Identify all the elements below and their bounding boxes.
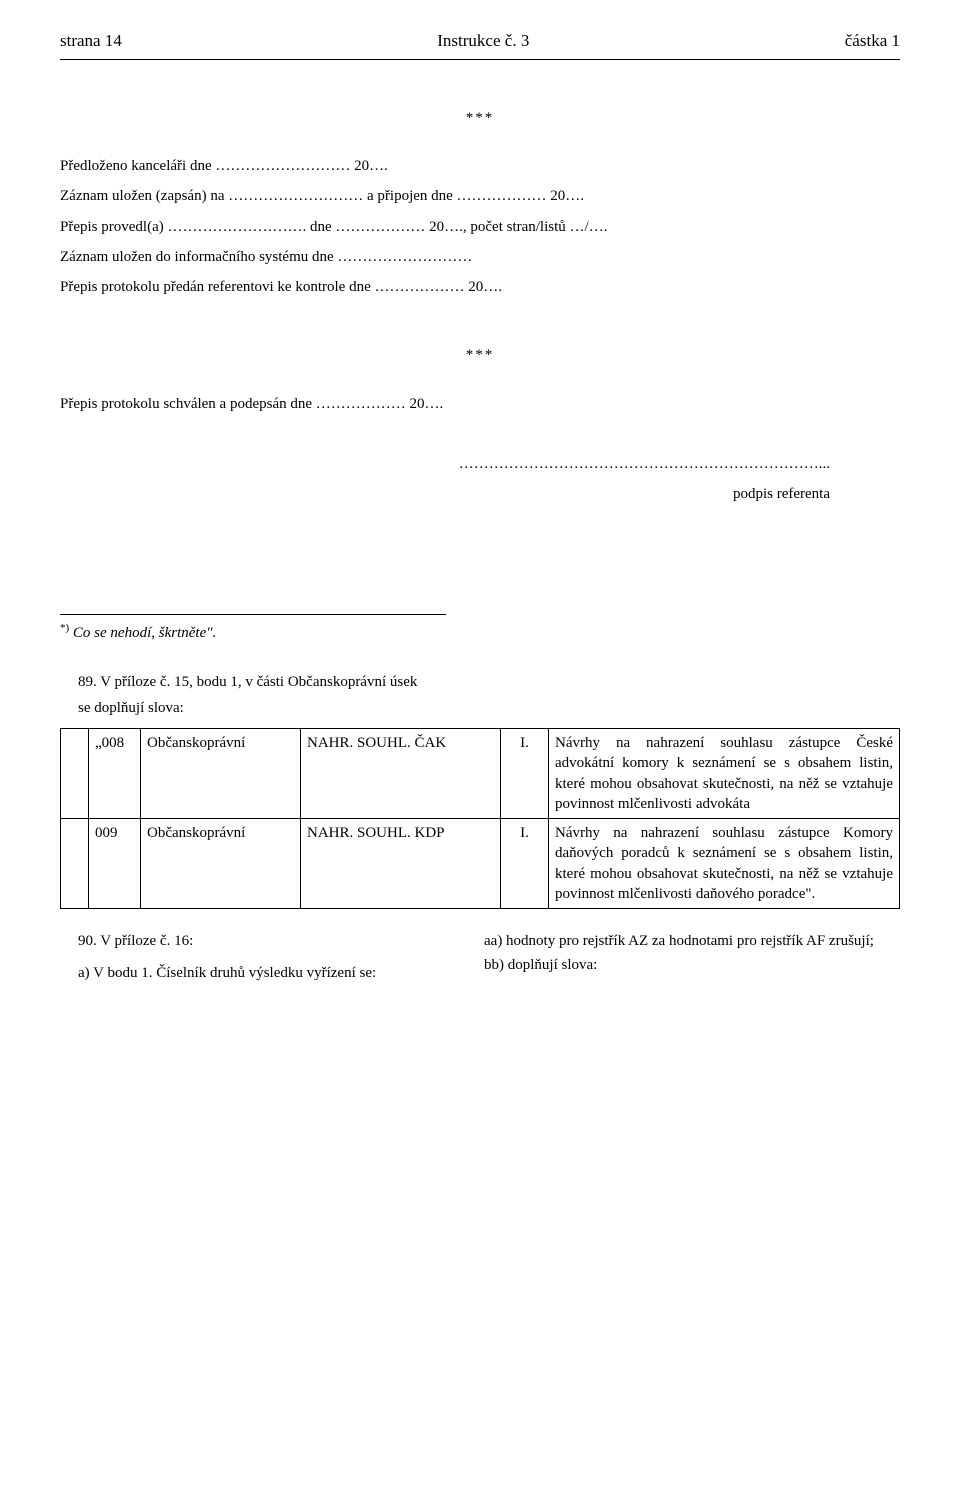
clause-90-bb: bb) doplňují slova:	[484, 955, 900, 975]
cell-blank	[61, 819, 89, 909]
table-row: „008 Občanskoprávní NAHR. SOUHL. ČAK I. …	[61, 729, 900, 819]
cell-name: Občanskoprávní	[141, 729, 301, 819]
bottom-left-col: 90. V příloze č. 16: a) V bodu 1. Číseln…	[60, 927, 444, 988]
line-6: Přepis protokolu schválen a podepsán dne…	[60, 394, 900, 414]
clause-89-cont: se doplňují slova:	[78, 698, 900, 718]
line-5: Přepis protokolu předán referentovi ke k…	[60, 277, 900, 297]
cell-desc: Návrhy na nahrazení souhlasu zástupce Če…	[549, 729, 900, 819]
clause-90-aa: aa) hodnoty pro rejstřík AZ za hodnotami…	[484, 931, 900, 951]
table-row: 009 Občanskoprávní NAHR. SOUHL. KDP I. N…	[61, 819, 900, 909]
cell-roman: I.	[501, 729, 549, 819]
footnote: *) Co se nehodí, škrtněte".	[60, 621, 900, 643]
clause-89-head: 89. V příloze č. 15, bodu 1, v části Obč…	[60, 672, 900, 692]
footnote-text: Co se nehodí, škrtněte".	[73, 625, 216, 641]
line-2: Záznam uložen (zapsán) na ……………………… a př…	[60, 186, 900, 206]
amendment-table: „008 Občanskoprávní NAHR. SOUHL. ČAK I. …	[60, 728, 900, 909]
page-header: strana 14 Instrukce č. 3 částka 1	[60, 30, 900, 60]
signature-label: podpis referenta	[60, 484, 900, 504]
footnote-rule	[60, 614, 446, 615]
cell-name: Občanskoprávní	[141, 819, 301, 909]
line-1: Předloženo kanceláři dne ……………………… 20….	[60, 156, 900, 176]
cell-abbr: NAHR. SOUHL. KDP	[301, 819, 501, 909]
header-right: částka 1	[845, 30, 900, 53]
signature-dots: ………………………………………………………………...	[60, 454, 900, 474]
cell-code: 009	[89, 819, 141, 909]
section-marker-1: ***	[60, 108, 900, 128]
cell-desc: Návrhy na nahrazení souhlasu zástupce Ko…	[549, 819, 900, 909]
cell-roman: I.	[501, 819, 549, 909]
bottom-right-col: aa) hodnoty pro rejstřík AZ za hodnotami…	[484, 927, 900, 988]
cell-blank	[61, 729, 89, 819]
clause-90: 90. V příloze č. 16:	[60, 931, 444, 951]
line-4: Záznam uložen do informačního systému dn…	[60, 247, 900, 267]
clause-90-a: a) V bodu 1. Číselník druhů výsledku vyř…	[60, 963, 444, 983]
cell-abbr: NAHR. SOUHL. ČAK	[301, 729, 501, 819]
header-center: Instrukce č. 3	[122, 30, 845, 53]
cell-code: „008	[89, 729, 141, 819]
header-left: strana 14	[60, 30, 122, 53]
footnote-mark: *)	[60, 622, 69, 634]
bottom-columns: 90. V příloze č. 16: a) V bodu 1. Číseln…	[60, 927, 900, 988]
section-marker-2: ***	[60, 345, 900, 365]
line-3: Přepis provedl(a) ………………………. dne ……………… …	[60, 217, 900, 237]
